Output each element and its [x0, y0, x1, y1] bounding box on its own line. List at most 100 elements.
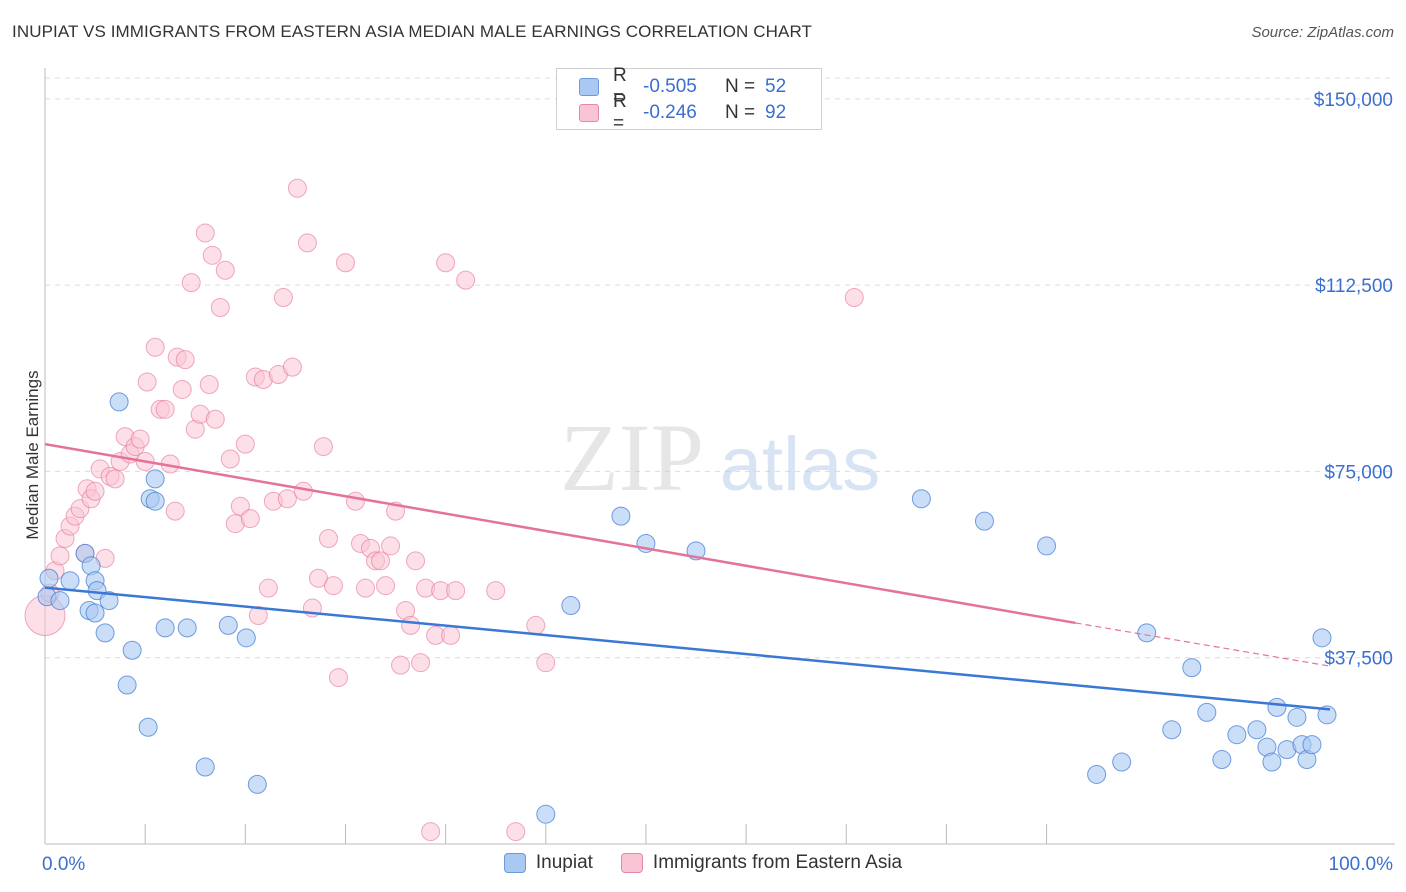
data-point-immigrants: [436, 253, 456, 273]
data-point-immigrants: [220, 449, 240, 469]
data-point-immigrants: [376, 576, 396, 596]
data-point-inupiat: [1227, 725, 1247, 745]
trend-line-inupiat: [44, 586, 1331, 711]
legend-row-immigrants: R = -0.246 N = 92: [579, 91, 787, 134]
data-point-inupiat: [109, 392, 129, 412]
data-point-immigrants: [165, 501, 185, 521]
watermark: ZIP atlas: [560, 404, 880, 511]
legend-n-label: N =: [725, 102, 756, 123]
data-point-immigrants: [155, 399, 175, 419]
data-point-immigrants: [441, 625, 461, 645]
data-point-immigrants: [456, 270, 476, 290]
y-tick-label: $150,000: [1314, 90, 1393, 111]
data-point-inupiat: [177, 618, 197, 638]
x-tick-label: 100.0%: [1329, 854, 1394, 875]
data-point-inupiat: [974, 511, 994, 531]
data-point-immigrants: [313, 437, 333, 457]
data-point-immigrants: [401, 615, 421, 635]
data-point-inupiat: [1262, 752, 1282, 772]
data-point-immigrants: [205, 409, 225, 429]
axes: [44, 68, 1395, 845]
data-point-inupiat: [50, 591, 70, 611]
chart-title: INUPIAT VS IMMIGRANTS FROM EASTERN ASIA …: [12, 22, 812, 41]
data-point-immigrants: [195, 223, 215, 243]
data-point-inupiat: [117, 675, 137, 695]
bottom-legend-swatch-inupiat: [503, 853, 526, 873]
trend-line-immigrants: [44, 442, 1076, 625]
data-point-inupiat: [1287, 707, 1307, 727]
data-point-immigrants: [328, 668, 348, 688]
y-axis-label: Median Male Earnings: [23, 370, 42, 539]
data-point-immigrants: [345, 491, 365, 511]
data-point-immigrants: [230, 496, 250, 516]
data-point-inupiat: [138, 717, 158, 737]
legend-row-inupiat: R = -0.505 N = 52: [579, 65, 787, 108]
y-tick-label: $75,000: [1324, 462, 1393, 483]
data-point-immigrants: [323, 576, 343, 596]
data-point-immigrants: [50, 546, 70, 566]
y-tick-label: $112,500: [1315, 276, 1393, 297]
data-point-immigrants: [210, 297, 230, 317]
legend-r-value: -0.246: [643, 102, 697, 123]
trend-lines: [44, 442, 1331, 711]
data-point-inupiat: [1112, 752, 1132, 772]
legend-r-label: R =: [613, 91, 627, 134]
data-point-immigrants: [258, 578, 278, 598]
data-point-inupiat: [1037, 536, 1057, 556]
data-point-immigrants: [175, 350, 195, 370]
data-point-inupiat: [561, 596, 581, 616]
data-point-inupiat: [95, 623, 115, 643]
data-point-inupiat: [155, 618, 175, 638]
grid-lines: [45, 77, 1395, 659]
data-point-inupiat: [1137, 623, 1157, 643]
data-point-immigrants: [421, 822, 441, 842]
data-point-inupiat: [39, 568, 59, 588]
data-point-immigrants: [105, 469, 125, 489]
data-point-inupiat: [145, 469, 165, 489]
data-point-inupiat: [911, 489, 931, 509]
trend-line-immigrants-extension: [1075, 622, 1331, 667]
data-point-immigrants: [277, 489, 297, 509]
data-point-immigrants: [235, 434, 255, 454]
data-point-immigrants: [181, 273, 201, 293]
data-point-immigrants: [287, 178, 307, 198]
legend-n-value: 52: [765, 76, 787, 97]
data-point-immigrants: [318, 528, 338, 548]
data-point-immigrants: [391, 655, 411, 675]
data-point-inupiat: [85, 603, 105, 623]
source-label: Source: ZipAtlas.com: [1251, 24, 1394, 41]
data-point-immigrants: [844, 288, 864, 308]
data-point-inupiat: [122, 640, 142, 660]
bottom-legend: Inupiat Immigrants from Eastern Asia: [0, 852, 1406, 874]
data-point-immigrants: [411, 653, 431, 673]
data-point-immigrants: [355, 578, 375, 598]
data-point-immigrants: [172, 379, 192, 399]
data-point-immigrants: [536, 653, 556, 673]
data-point-immigrants: [406, 551, 426, 571]
data-point-immigrants: [240, 509, 260, 529]
data-point-inupiat: [1087, 764, 1107, 784]
data-point-immigrants: [486, 581, 506, 601]
data-point-immigrants: [446, 581, 466, 601]
data-point-inupiat: [1302, 735, 1322, 755]
data-point-immigrants: [526, 615, 546, 635]
data-point-inupiat: [60, 571, 80, 591]
data-point-inupiat: [1267, 697, 1287, 717]
data-point-immigrants: [282, 357, 302, 377]
legend-swatch-inupiat: [579, 78, 599, 96]
data-point-inupiat: [1212, 750, 1232, 770]
data-point-inupiat: [236, 628, 256, 648]
data-point-immigrants: [506, 822, 526, 842]
legend-n-value: 92: [765, 102, 787, 123]
bottom-legend-item-inupiat: Inupiat: [503, 852, 593, 874]
legend-r-value: -0.505: [643, 76, 697, 97]
data-point-inupiat: [1317, 705, 1337, 725]
data-point-immigrants: [145, 337, 165, 357]
data-point-immigrants: [381, 536, 401, 556]
data-point-inupiat: [218, 615, 238, 635]
watermark-zip: ZIP: [560, 404, 704, 511]
data-point-inupiat: [1197, 702, 1217, 722]
x-tick-label: 0.0%: [42, 854, 85, 875]
data-point-immigrants: [137, 372, 157, 392]
